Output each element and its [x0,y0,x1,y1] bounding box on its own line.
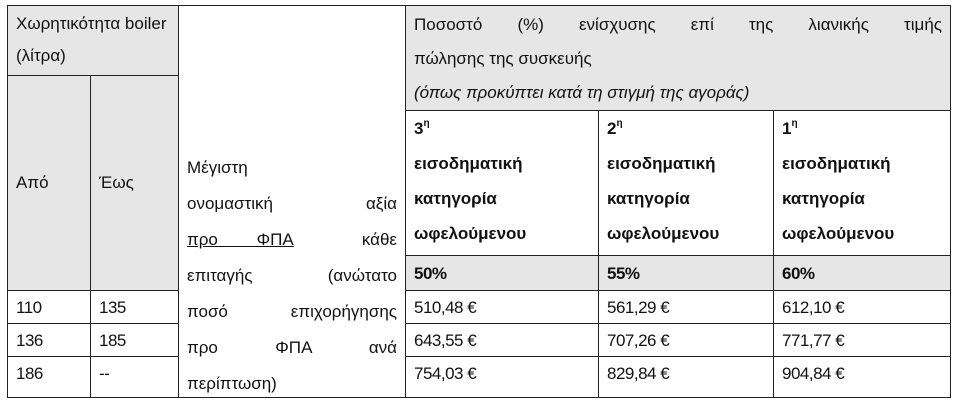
max-value-line: Μέγιστη [187,158,248,177]
category-label: ωφελούμενου [607,224,720,243]
max-value-line: προ ΦΠΑ κάθε [187,230,397,249]
capacity-from-cell: 110 [7,290,91,324]
capacity-from-cell: 186 [7,356,91,398]
category-label: εισοδηματική [607,154,716,173]
max-value-line: επιταγής (ανώτατο [187,266,397,285]
subsidy-value-cell: 904,84 € [773,356,951,398]
max-value-line: περίπτωση) [187,374,277,393]
category-label: κατηγορία [607,189,690,208]
subsidy-value-cell: 561,29 € [598,290,774,324]
max-value-line: προ ΦΠΑ ανά [187,338,397,357]
category-number: 3η [414,118,430,139]
subsidy-value-cell: 643,55 € [405,323,599,357]
max-value-header: Μέγιστη ονομαστική αξία προ ΦΠΑ κάθε επι… [178,5,406,398]
capacity-to-cell: -- [90,356,179,398]
category-number: 1η [782,118,798,139]
category-label: ωφελούμενου [782,224,895,243]
max-value-line: ονομαστική αξία [187,194,397,213]
income-category-header: 2η εισοδηματική κατηγορία ωφελούμενου [598,110,774,256]
subsidy-value-cell: 754,03 € [405,356,599,398]
subsidy-value-cell: 510,48 € [405,290,599,324]
percentage-cell: 60% [773,255,951,291]
max-value-line: ποσό επιχορήγησης [187,302,397,321]
capacity-to-cell: 135 [90,290,179,324]
category-label: κατηγορία [414,189,497,208]
income-category-header: 3η εισοδηματική κατηγορία ωφελούμενου [405,110,599,256]
subsidy-value-cell: 829,84 € [598,356,774,398]
percentage-cell: 55% [598,255,774,291]
from-header: Από [7,75,91,291]
category-label: κατηγορία [782,189,865,208]
category-label: ωφελούμενου [414,224,527,243]
percentage-header: Ποσοστό (%) ενίσχυσης επί της λιανικής τ… [405,5,951,111]
subsidy-value-cell: 771,77 € [773,323,951,357]
category-number: 2η [607,118,623,139]
subsidy-value-cell: 707,26 € [598,323,774,357]
capacity-from-cell: 136 [7,323,91,357]
subsidy-value-cell: 612,10 € [773,290,951,324]
category-label: εισοδηματική [414,154,523,173]
to-header: Έως [90,75,179,291]
capacity-header: Χωρητικότητα boiler (λίτρα) [7,5,179,76]
percentage-cell: 50% [405,255,599,291]
category-label: εισοδηματική [782,154,891,173]
capacity-to-cell: 185 [90,323,179,357]
income-category-header: 1η εισοδηματική κατηγορία ωφελούμενου [773,110,951,256]
